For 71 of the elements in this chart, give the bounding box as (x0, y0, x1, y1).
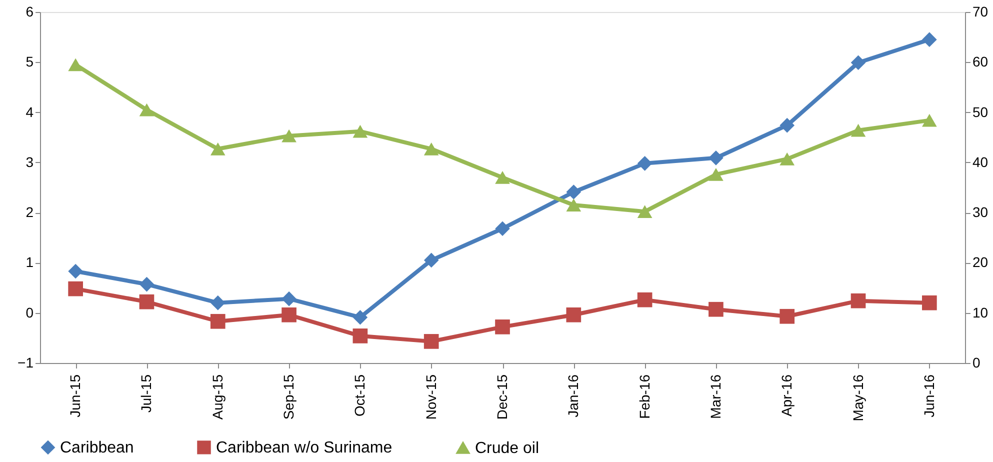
point (850, 293, 866, 308)
point (210, 295, 226, 310)
point (637, 156, 652, 171)
point (708, 150, 724, 166)
point (424, 142, 439, 156)
point (495, 319, 510, 334)
point (637, 292, 652, 308)
point (139, 276, 154, 292)
y2-tick-label: 70 (972, 4, 988, 20)
legend-label: Caribbean w/o Suriname (216, 439, 392, 456)
point (637, 205, 652, 218)
point (566, 184, 582, 200)
point (139, 103, 154, 116)
point (282, 129, 296, 142)
point (566, 307, 582, 322)
point (708, 168, 724, 181)
point (424, 252, 439, 268)
x-tick-label: Nov-15 (422, 374, 439, 420)
x-tick-label: Dec-15 (494, 374, 510, 420)
point (922, 114, 937, 127)
x-tick-label: Feb-16 (636, 374, 652, 419)
point (68, 281, 83, 296)
x-tick-label: Oct-15 (352, 374, 368, 417)
y-tick-label: 1 (26, 254, 34, 270)
point (780, 118, 795, 133)
y2-tick-label: 20 (972, 254, 988, 270)
y2-tick-label: 0 (972, 354, 980, 370)
x-tick-label: Jul-15 (138, 374, 154, 413)
point (922, 295, 937, 310)
y2-tick-label: 10 (972, 304, 988, 320)
y-tick-label: 0 (26, 304, 34, 320)
point (780, 152, 795, 166)
point (922, 32, 937, 47)
y-tick-label: 2 (26, 204, 34, 220)
point (352, 124, 368, 138)
x-tick-label: May-16 (850, 374, 866, 422)
y-tick-label: 4 (26, 104, 34, 120)
x-tick-label: Jan-16 (565, 374, 582, 418)
x-tick-label: Apr-16 (778, 374, 795, 417)
point (708, 302, 724, 317)
point (495, 221, 510, 236)
legend-label: Crude oil (475, 440, 540, 457)
x-tick-label: Jun-15 (67, 374, 84, 418)
x-tick-label: Jun-16 (920, 374, 937, 418)
y-tick-label: 3 (26, 154, 34, 170)
legend-label: Caribbean (60, 439, 134, 456)
point (352, 310, 368, 325)
y-tick-label: 6 (26, 4, 34, 20)
point (780, 308, 795, 324)
point (495, 171, 510, 184)
point (566, 198, 582, 212)
point (210, 142, 226, 156)
y2-tick-label: 30 (972, 204, 988, 220)
y2-tick-label: 60 (972, 54, 988, 70)
x-tick-label: Aug-15 (209, 374, 226, 420)
point (139, 294, 154, 310)
point (68, 264, 83, 279)
x-tick-label: Sep-15 (280, 374, 297, 420)
x-tick-label: Mar-16 (707, 374, 724, 419)
point (282, 291, 296, 306)
point (352, 328, 368, 344)
point (68, 58, 83, 72)
y2-tick-label: 40 (972, 154, 988, 170)
y-tick-label: −1 (18, 354, 34, 370)
y-tick-label: 5 (26, 54, 34, 70)
point (850, 124, 866, 137)
point (282, 307, 296, 322)
point (424, 334, 439, 349)
y2-tick-label: 50 (972, 104, 988, 120)
point (210, 314, 226, 329)
point (850, 55, 866, 70)
